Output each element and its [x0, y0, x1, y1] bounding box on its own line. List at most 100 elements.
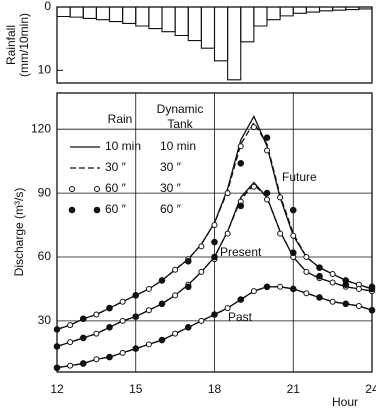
- rain-step: [108, 7, 124, 23]
- x-tick-label: 15: [129, 382, 143, 396]
- legend-sample: [68, 206, 76, 214]
- rain-step: [213, 7, 229, 62]
- rain-step: [135, 7, 150, 27]
- rain-step: [227, 7, 242, 81]
- discharge-point: [264, 147, 270, 154]
- discharge-point: [316, 264, 323, 271]
- discharge-point: [329, 298, 336, 305]
- discharge-point: [184, 283, 192, 291]
- discharge-point: [224, 230, 231, 237]
- discharge-point: [342, 300, 350, 308]
- discharge-point: [106, 304, 113, 312]
- discharge-point: [106, 353, 113, 361]
- discharge-point: [79, 315, 87, 323]
- legend-rain: 60 ″: [105, 181, 127, 195]
- discharge-point: [263, 283, 271, 291]
- discharge-point: [277, 230, 284, 237]
- y-tick-label: 90: [38, 185, 52, 199]
- scenario-label: Future: [282, 170, 317, 184]
- discharge-point: [263, 134, 271, 142]
- legend-header: Dynamic Tank: [157, 102, 204, 131]
- discharge-point: [355, 302, 362, 309]
- discharge-point: [368, 306, 376, 314]
- x-tick-label: 24: [365, 382, 376, 396]
- x-tick-label: 12: [50, 382, 64, 396]
- discharge-point: [290, 232, 297, 239]
- y-axis-label: (mm/10min): [17, 13, 31, 77]
- discharge-point: [263, 189, 271, 197]
- discharge-point: [93, 311, 100, 318]
- scenario-label: Past: [228, 310, 253, 324]
- discharge-point: [67, 322, 74, 329]
- discharge-point: [277, 283, 284, 290]
- discharge-point: [172, 266, 179, 273]
- discharge-point: [368, 285, 376, 293]
- discharge-point: [211, 222, 218, 229]
- rain-step: [266, 7, 281, 21]
- discharge-point: [53, 343, 61, 350]
- discharge-point: [237, 296, 245, 303]
- discharge-point: [237, 143, 244, 150]
- rain-step: [200, 7, 216, 49]
- scenario-label: Present: [220, 245, 262, 259]
- discharge-point: [237, 202, 245, 210]
- discharge-point: [237, 159, 245, 167]
- legend-tank: 60 ″: [160, 202, 182, 216]
- discharge-point: [289, 249, 297, 257]
- rain-step: [240, 7, 255, 43]
- y-tick-label: 120: [31, 121, 51, 135]
- plot-frame: [56, 92, 373, 373]
- discharge-point: [67, 362, 74, 369]
- rain-step: [69, 7, 84, 18]
- discharge-point: [79, 360, 87, 367]
- discharge-point: [303, 268, 310, 275]
- y-tick-label: 10: [38, 63, 52, 77]
- discharge-point: [79, 334, 87, 342]
- discharge-point: [145, 285, 152, 292]
- y-tick-label: 0: [44, 0, 51, 13]
- discharge-point: [289, 206, 297, 214]
- discharge-point: [119, 317, 126, 324]
- discharge-point: [119, 349, 126, 356]
- discharge-point: [172, 292, 179, 299]
- discharge-point: [106, 323, 113, 331]
- discharge-point: [158, 277, 166, 284]
- discharge-point: [316, 272, 323, 280]
- rain-step: [95, 7, 111, 21]
- legend-tank: 10 min: [160, 139, 196, 153]
- discharge-point: [198, 243, 205, 250]
- rain-step: [358, 7, 373, 10]
- discharge-point: [355, 285, 362, 292]
- legend-rain: 30 ″: [105, 160, 127, 174]
- discharge-point: [303, 253, 310, 260]
- discharge-point: [145, 341, 152, 348]
- discharge-point: [132, 345, 140, 352]
- discharge-point: [224, 305, 231, 312]
- discharge-point: [198, 317, 205, 324]
- discharge-point: [303, 290, 310, 297]
- rain-step: [253, 7, 268, 27]
- rain-step: [174, 7, 189, 37]
- legend-sample: [93, 206, 101, 214]
- discharge-point: [264, 196, 270, 203]
- discharge-point: [158, 300, 166, 308]
- y-tick-label: 60: [38, 249, 52, 263]
- discharge-point: [53, 364, 61, 372]
- discharge-point: [329, 271, 336, 278]
- rain-step: [292, 7, 307, 14]
- rain-step: [161, 7, 176, 33]
- y-axis-label: Rainfall: [4, 25, 18, 65]
- discharge-point: [211, 311, 218, 318]
- discharge-point: [184, 257, 192, 265]
- discharge-point: [93, 356, 100, 363]
- discharge-point: [250, 183, 257, 190]
- y-axis-label: Discharge (m³/s): [12, 188, 26, 277]
- discharge-point: [329, 279, 336, 286]
- legend-sample: [94, 186, 100, 192]
- x-tick-label: 18: [208, 382, 222, 396]
- discharge-point: [93, 330, 100, 337]
- discharge-point: [158, 336, 166, 344]
- legend-rain: 60 ″: [105, 202, 127, 216]
- discharge-point: [145, 307, 152, 314]
